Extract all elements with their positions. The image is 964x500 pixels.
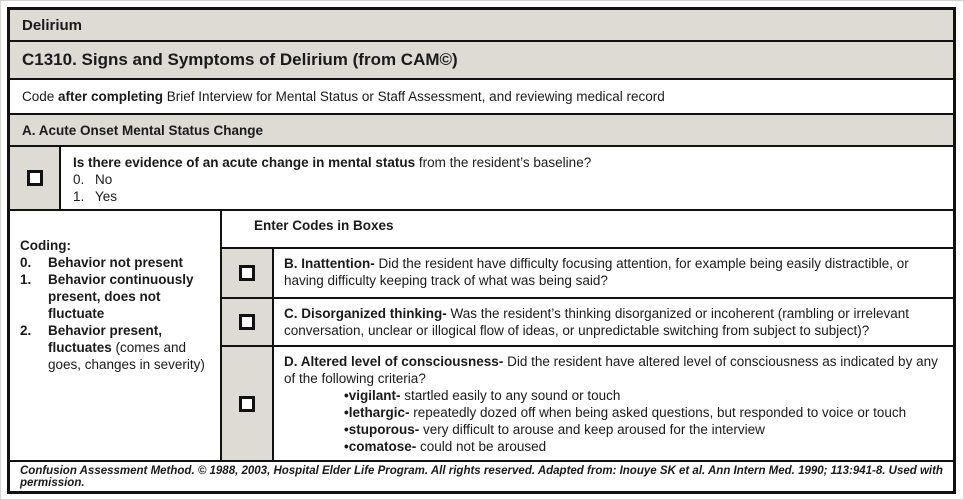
section-a-code-cell xyxy=(10,147,61,209)
inattention-description: B. Inattention- Did the resident have di… xyxy=(284,256,909,288)
section-a-option-no: 0. No xyxy=(73,172,113,187)
coding-legend: Coding: 0. Behavior not present 1. Behav… xyxy=(10,211,222,460)
disorganized-thinking-code-checkbox[interactable] xyxy=(239,314,255,330)
form-title-bar: Delirium xyxy=(10,10,953,42)
instruction-text: Code after completing Brief Interview fo… xyxy=(22,89,665,104)
delirium-form: Delirium C1310. Signs and Symptoms of De… xyxy=(7,7,956,494)
altered-consciousness-code-checkbox[interactable] xyxy=(239,395,255,412)
bullet-lethargic: •lethargic- repeatedly dozed off when be… xyxy=(344,405,907,420)
copyright-text: Confusion Assessment Method. © 1988, 200… xyxy=(20,464,943,489)
symptom-table: Coding: 0. Behavior not present 1. Behav… xyxy=(10,211,953,460)
section-title-bar: C1310. Signs and Symptoms of Delirium (f… xyxy=(10,42,953,80)
coding-item-2: 2. Behavior present, fluctuates (comes a… xyxy=(20,323,205,372)
bullet-vigilant: •vigilant- startled easily to any sound … xyxy=(344,388,621,403)
form-title: Delirium xyxy=(22,16,83,34)
coding-legend-heading: Coding: xyxy=(20,238,71,253)
disorganized-thinking-code-cell xyxy=(222,299,274,345)
bullet-stuporous: •stuporous- very difficult to arouse and… xyxy=(344,422,765,437)
section-a-question: Is there evidence of an acute change in … xyxy=(61,147,953,209)
section-a-heading-bar: A. Acute Onset Mental Status Change xyxy=(10,115,953,147)
coding-instruction: Code after completing Brief Interview fo… xyxy=(10,80,953,115)
section-a-heading: A. Acute Onset Mental Status Change xyxy=(22,122,264,138)
coding-item-0: 0. Behavior not present xyxy=(20,255,184,270)
copyright-footer: Confusion Assessment Method. © 1988, 200… xyxy=(10,460,953,491)
disorganized-thinking-description: C. Disorganized thinking- Was the reside… xyxy=(284,306,909,338)
coding-item-1: 1. Behavior continuously present, does n… xyxy=(20,272,194,321)
symptom-row-altered-consciousness: D. Altered level of consciousness- Did t… xyxy=(222,347,953,460)
symptom-row-inattention: B. Inattention- Did the resident have di… xyxy=(222,249,953,299)
section-a-option-yes: 1. Yes xyxy=(73,189,118,204)
section-a-question-text: Is there evidence of an acute change in … xyxy=(73,155,592,170)
section-title: C1310. Signs and Symptoms of Delirium (f… xyxy=(22,50,458,69)
symptom-row-disorganized-thinking: C. Disorganized thinking- Was the reside… xyxy=(222,299,953,347)
inattention-code-checkbox[interactable] xyxy=(239,265,255,281)
codes-column: Enter Codes in Boxes B. Inattention- Did… xyxy=(222,211,953,460)
section-a-answer-row: Is there evidence of an acute change in … xyxy=(10,147,953,211)
section-a-code-checkbox[interactable] xyxy=(26,170,43,186)
altered-consciousness-code-cell xyxy=(222,347,274,460)
altered-consciousness-description: D. Altered level of consciousness- Did t… xyxy=(274,347,953,460)
inattention-code-cell xyxy=(222,249,274,297)
codes-column-header: Enter Codes in Boxes xyxy=(222,211,953,249)
altered-consciousness-intro: D. Altered level of consciousness- Did t… xyxy=(284,354,938,386)
bullet-comatose: •comatose- could not be aroused xyxy=(344,439,547,454)
